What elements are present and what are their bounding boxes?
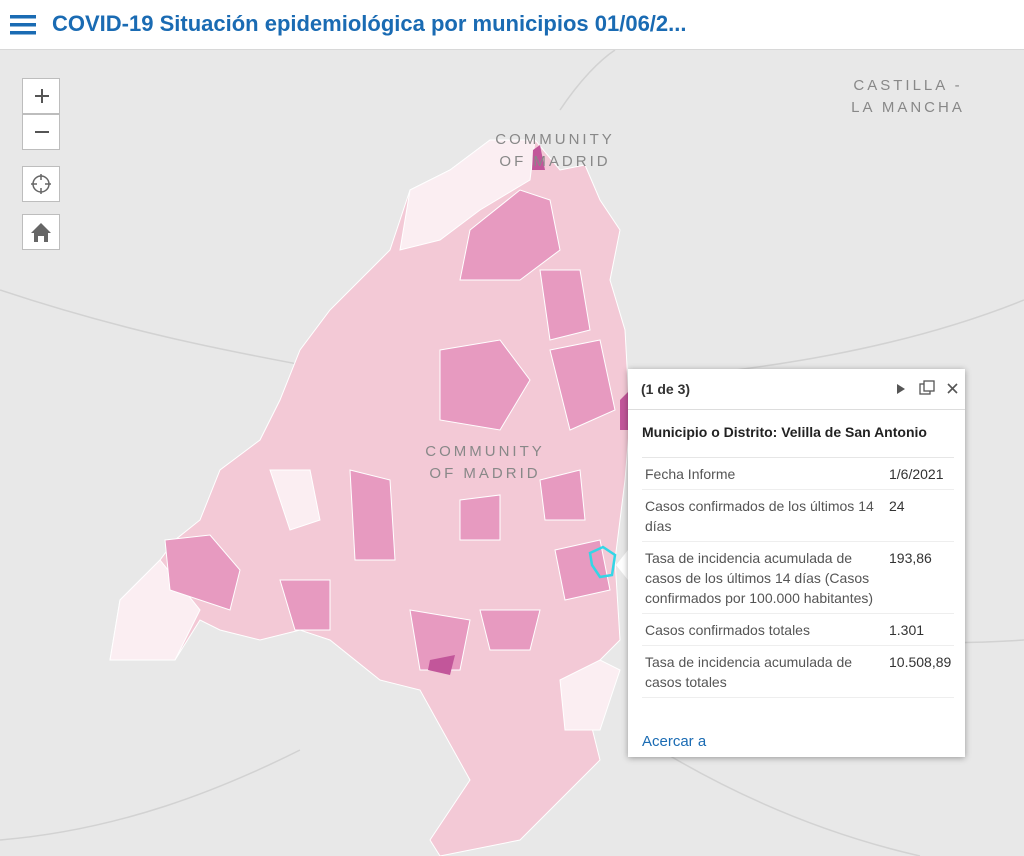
region-label: OF MADRID bbox=[429, 465, 540, 482]
attribute-row: Casos confirmados totales 1.301 bbox=[642, 614, 954, 646]
region-label: COMMUNITY bbox=[495, 131, 615, 148]
attribute-value: 1/6/2021 bbox=[889, 466, 944, 482]
home[interactable] bbox=[22, 214, 60, 250]
very-high-incidence bbox=[428, 145, 630, 675]
region-label: LA MANCHA bbox=[851, 99, 965, 116]
app-title: COVID-19 Situación epidemiológica por mu… bbox=[52, 11, 687, 36]
zoom-in[interactable] bbox=[22, 78, 60, 114]
popup-pointer bbox=[616, 550, 628, 580]
popup-counter: (1 de 3) bbox=[641, 381, 691, 397]
attribute-value: 10.508,89 bbox=[889, 654, 952, 670]
locate[interactable] bbox=[22, 166, 60, 202]
popup-heading: Municipio o Distrito: Velilla de San Ant… bbox=[642, 424, 927, 440]
popup-actions[interactable] bbox=[875, 369, 965, 409]
region-label: OF MADRID bbox=[499, 153, 610, 170]
light-areas bbox=[109, 139, 621, 731]
attribute-row: Tasa de incidencia acumulada de casos de… bbox=[642, 542, 954, 614]
selected-municipality[interactable] bbox=[588, 545, 617, 579]
attribute-name: Tasa de incidencia acumulada de casos to… bbox=[645, 654, 853, 690]
map-labels: CASTILLA - LA MANCHA COMMUNITY OF MADRID COM… bbox=[425, 77, 965, 482]
attribute-row: Tasa de incidencia acumulada de casos to… bbox=[642, 646, 954, 698]
region-label: CASTILLA - bbox=[853, 77, 962, 94]
region-label: COMMUNITY bbox=[425, 443, 545, 460]
attribute-name: Casos confirmados de los últimos 14 días bbox=[645, 498, 874, 534]
zoom-to-link[interactable]: Acercar a bbox=[642, 733, 707, 750]
attribute-row: Fecha Informe 1/6/2021 bbox=[642, 458, 954, 490]
popup: (1 de 3) Municipio o Distrito: Velilla d… bbox=[628, 369, 965, 757]
attribute-value: 193,86 bbox=[889, 550, 932, 566]
attribute-name: Casos confirmados totales bbox=[645, 622, 810, 638]
menu-icon[interactable] bbox=[10, 15, 36, 35]
header: COVID-19 Situación epidemiológica por mu… bbox=[0, 0, 1024, 50]
attribute-name: Fecha Informe bbox=[645, 466, 736, 482]
zoom-out[interactable] bbox=[22, 114, 60, 150]
attribute-table: Fecha Informe 1/6/2021 Casos confirmados d… bbox=[642, 457, 954, 698]
map[interactable]: CASTILLA - LA MANCHA COMMUNITY OF MADRID COM… bbox=[0, 50, 1024, 856]
attribute-value: 24 bbox=[889, 498, 905, 514]
popup-header: (1 de 3) bbox=[628, 369, 965, 410]
attribute-name: Tasa de incidencia acumulada de casos de… bbox=[645, 550, 874, 606]
high-incidence-areas bbox=[164, 189, 616, 671]
attribute-value: 1.301 bbox=[889, 622, 925, 638]
attribute-row: Casos confirmados de los últimos 14 días… bbox=[642, 490, 954, 542]
